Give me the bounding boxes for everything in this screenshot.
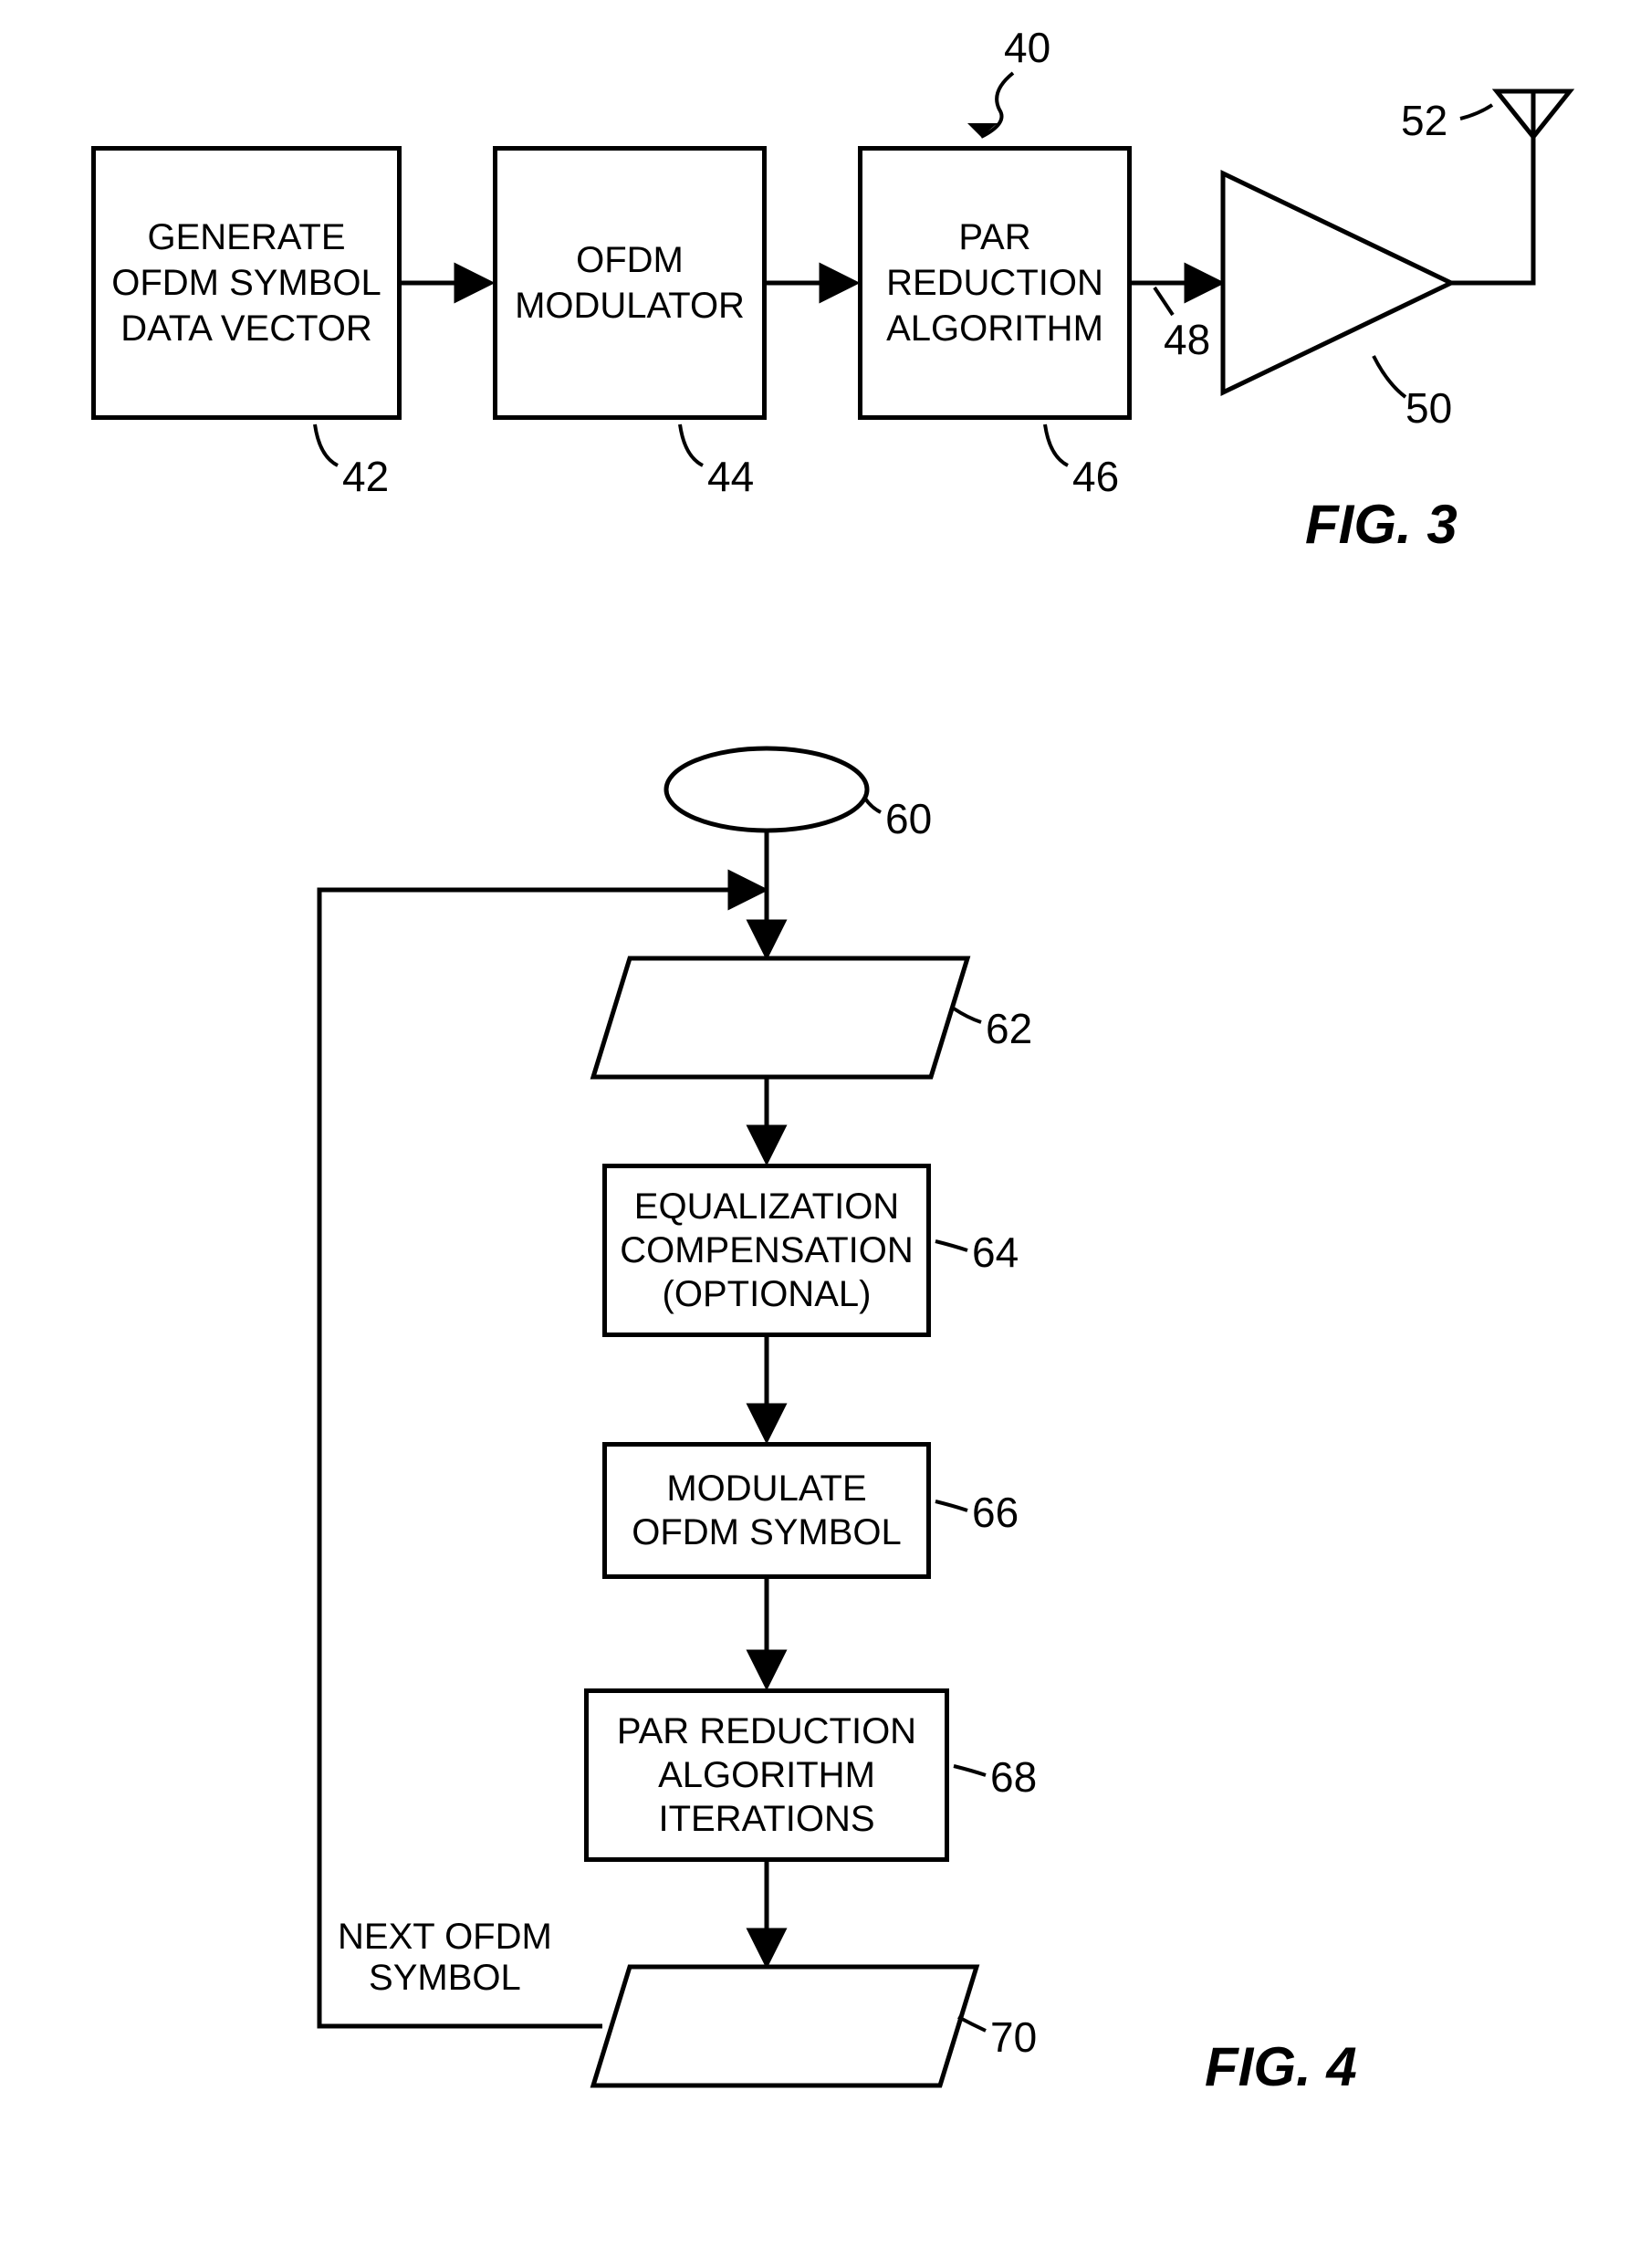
- fig4-ref-66: 66: [972, 1488, 1019, 1537]
- fig3-block-modulator: OFDM MODULATOR: [493, 146, 767, 420]
- page: GENERATE OFDM SYMBOL DATA VECTOR OFDM MO…: [0, 0, 1651, 2268]
- fig3-block-generate-text: GENERATE OFDM SYMBOL DATA VECTOR: [111, 214, 381, 351]
- fig3-ref-48: 48: [1164, 315, 1210, 364]
- fig4-block-modsym-text: MODULATE OFDM SYMBOL: [632, 1467, 902, 1554]
- fig4-block-pariter: PAR REDUCTION ALGORITHM ITERATIONS: [584, 1688, 949, 1862]
- fig3-hpa-text: HPA: [1255, 260, 1327, 301]
- fig4-ref-64: 64: [972, 1228, 1019, 1277]
- fig4-block-eq: EQUALIZATION COMPENSATION (OPTIONAL): [602, 1164, 931, 1337]
- fig4-output-text: OUTPUT OFDM SYMBOL: [639, 1985, 922, 2073]
- fig3-block-par: PAR REDUCTION ALGORITHM: [858, 146, 1132, 420]
- fig3-block-generate: GENERATE OFDM SYMBOL DATA VECTOR: [91, 146, 402, 420]
- fig3-title: FIG. 3: [1305, 493, 1458, 556]
- fig4-ref-68: 68: [990, 1752, 1037, 1802]
- fig3-ref-52: 52: [1401, 96, 1447, 145]
- fig4-title: FIG. 4: [1205, 2035, 1357, 2098]
- fig3-ref-40: 40: [1004, 23, 1050, 72]
- fig3-block-par-text: PAR REDUCTION ALGORITHM: [886, 214, 1103, 351]
- fig4-ref-70: 70: [990, 2012, 1037, 2062]
- fig4-loop-label: NEXT OFDM SYMBOL: [338, 1917, 552, 1999]
- fig3-ref-46: 46: [1072, 452, 1119, 501]
- fig4-ref-62: 62: [986, 1004, 1032, 1053]
- fig3-ref-44: 44: [707, 452, 754, 501]
- fig3-block-modulator-text: OFDM MODULATOR: [515, 237, 745, 329]
- fig3-ref-42: 42: [342, 452, 389, 501]
- fig4-block-pariter-text: PAR REDUCTION ALGORITHM ITERATIONS: [617, 1709, 916, 1841]
- fig3-ref-50: 50: [1405, 383, 1452, 433]
- fig4-start-text: START: [712, 769, 828, 810]
- fig4-ref-60: 60: [885, 794, 932, 843]
- fig4-block-eq-text: EQUALIZATION COMPENSATION (OPTIONAL): [620, 1185, 914, 1316]
- fig4-block-modsym: MODULATE OFDM SYMBOL: [602, 1442, 931, 1579]
- fig4-input-text: INPUT SYMBOL DATA VECTOR: [639, 977, 913, 1064]
